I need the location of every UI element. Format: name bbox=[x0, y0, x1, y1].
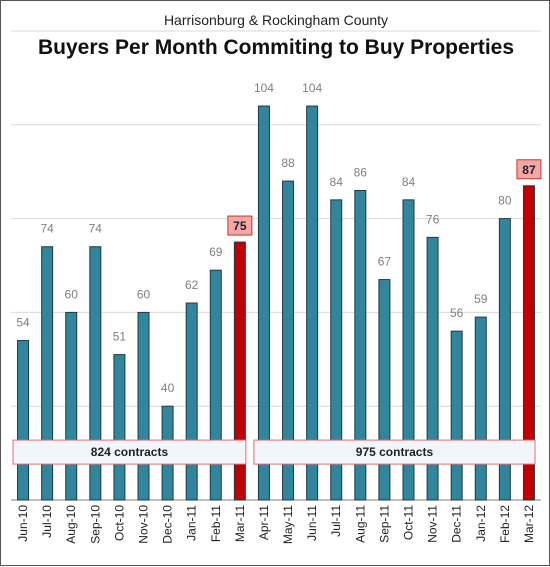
bar-jul-11 bbox=[330, 199, 343, 501]
bar-aug-11 bbox=[354, 189, 367, 501]
bar-sep-10 bbox=[89, 246, 102, 501]
bar-jun-11 bbox=[306, 105, 319, 501]
contract-total-box bbox=[253, 439, 536, 465]
tick-label: Aug-11 bbox=[353, 505, 367, 543]
tick-label: Sep-10 bbox=[88, 505, 102, 544]
bar-dec-11 bbox=[450, 330, 463, 501]
bar-nov-10 bbox=[137, 311, 150, 501]
highlight-label-box bbox=[227, 215, 253, 236]
bar-sep-11 bbox=[378, 279, 391, 501]
data-label: 56 bbox=[450, 306, 464, 320]
data-label: 80 bbox=[498, 194, 512, 208]
chart-title: Buyers Per Month Commiting to Buy Proper… bbox=[38, 36, 514, 59]
bar-aug-10 bbox=[65, 311, 78, 501]
bar-nov-11 bbox=[426, 236, 439, 501]
data-label: 76 bbox=[426, 212, 440, 226]
bar-jan-12 bbox=[474, 316, 487, 501]
tick-label: Jun-11 bbox=[305, 505, 319, 541]
bar-jan-11 bbox=[185, 302, 198, 501]
bar-apr-11 bbox=[257, 105, 270, 501]
x-axis-ticks: Jun-10 Jul-10 Aug-10 Sep-10 Oct-10 Nov-10 Dec-… bbox=[16, 505, 536, 544]
data-label: 86 bbox=[354, 165, 368, 179]
data-label: 84 bbox=[402, 175, 416, 189]
data-label: 51 bbox=[113, 330, 127, 344]
tick-label: Jul-10 bbox=[40, 505, 54, 538]
data-labels: 54 74 60 74 51 60 40 62 69 75 104 88 104 84 86 67 84 76 56… bbox=[16, 81, 542, 395]
tick-label: Feb-12 bbox=[498, 505, 512, 543]
tick-label: Oct-10 bbox=[112, 505, 126, 541]
tick-label: Mar-12 bbox=[522, 505, 536, 543]
tick-label: Dec-11 bbox=[450, 505, 464, 543]
contract-totals: 824 contracts 975 contracts bbox=[12, 439, 536, 465]
contract-total-label: 975 contracts bbox=[356, 445, 434, 459]
tick-label: May-11 bbox=[281, 505, 295, 544]
data-label: 69 bbox=[209, 245, 223, 259]
bar-feb-12 bbox=[498, 218, 511, 501]
tick-label: Feb-11 bbox=[209, 505, 223, 542]
bar-jul-10 bbox=[41, 246, 54, 501]
data-label: 60 bbox=[65, 287, 79, 301]
tick-label: Mar-11 bbox=[233, 505, 247, 542]
data-label: 84 bbox=[330, 175, 344, 189]
data-label: 88 bbox=[281, 156, 295, 170]
bar-may-11 bbox=[282, 180, 295, 501]
tick-label: Jan-11 bbox=[185, 505, 199, 541]
data-label: 74 bbox=[89, 222, 103, 236]
data-label: 87 bbox=[522, 163, 536, 177]
bars bbox=[17, 105, 535, 501]
bar-oct-11 bbox=[402, 199, 415, 501]
bar-feb-11 bbox=[209, 269, 222, 501]
contract-total-label: 824 contracts bbox=[91, 445, 169, 459]
data-label: 67 bbox=[378, 255, 392, 269]
data-label: 104 bbox=[302, 81, 322, 95]
tick-label: Nov-11 bbox=[426, 505, 440, 543]
data-label: 104 bbox=[254, 81, 274, 95]
data-label: 54 bbox=[16, 316, 30, 330]
tick-label: Jul-11 bbox=[329, 505, 343, 537]
data-label: 60 bbox=[137, 287, 151, 301]
data-label: 40 bbox=[161, 381, 175, 395]
tick-label: Nov-10 bbox=[137, 505, 151, 544]
data-label: 59 bbox=[474, 292, 488, 306]
data-label: 75 bbox=[233, 219, 247, 233]
tick-label: Aug-10 bbox=[64, 505, 78, 544]
bar-mar-12 bbox=[522, 185, 535, 501]
contract-total-box bbox=[12, 439, 247, 465]
tick-label: Oct-11 bbox=[402, 505, 416, 540]
chart-subtitle: Harrisonburg & Rockingham County bbox=[164, 12, 388, 28]
tick-label: Jan-12 bbox=[474, 505, 488, 542]
bar-mar-11 bbox=[233, 241, 246, 501]
tick-label: Jun-10 bbox=[16, 505, 30, 542]
bar-jun-10 bbox=[17, 340, 30, 501]
bar-oct-10 bbox=[113, 354, 126, 501]
tick-label: Sep-11 bbox=[377, 505, 391, 543]
tick-label: Apr-11 bbox=[257, 505, 271, 540]
highlight-label-box bbox=[516, 159, 542, 180]
tick-label: Dec-10 bbox=[161, 505, 175, 544]
data-label: 74 bbox=[40, 222, 54, 236]
data-label: 62 bbox=[185, 278, 199, 292]
